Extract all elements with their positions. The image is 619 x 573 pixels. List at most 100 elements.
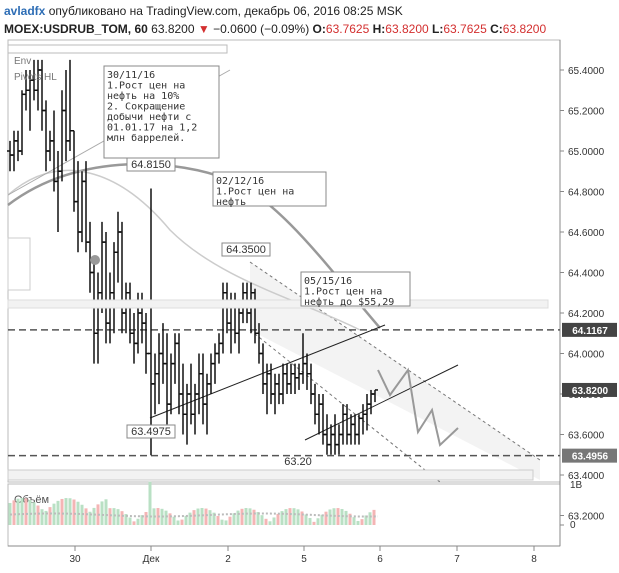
volume-bar	[236, 510, 240, 525]
y-tick-label: 63.2000	[568, 512, 605, 523]
volume-bar	[352, 517, 356, 525]
high-label: H:	[372, 22, 386, 36]
volume-bar	[256, 512, 260, 525]
y-tick-label: 64.8000	[568, 188, 605, 199]
annotation-05-15-line: нефть до $55,29	[304, 296, 394, 308]
indicator-box-top	[7, 44, 228, 54]
volume-bar	[112, 508, 116, 525]
volume-axis-zero: 0	[570, 520, 576, 531]
published-text: опубликовано на TradingView.com, декабрь…	[48, 4, 403, 18]
volume-bar	[344, 510, 348, 525]
low-label: L:	[432, 22, 444, 36]
annotation-30-11-line: млн баррелей.	[107, 132, 185, 144]
volume-bar	[132, 521, 136, 525]
volume-bar	[316, 518, 320, 525]
last-price: 63.8200	[151, 22, 195, 36]
volume-bar	[220, 519, 224, 525]
y-tick-label: 65.2000	[568, 107, 605, 118]
price-badge-text: 63.4956	[572, 452, 609, 463]
open-value: 63.7625	[325, 22, 370, 36]
volume-bar	[208, 510, 212, 525]
annotation-02-12-line: нефть	[216, 196, 246, 208]
volume-bar	[28, 499, 32, 525]
y-tick-label: 64.0000	[568, 350, 605, 361]
volume-bar	[180, 519, 184, 525]
volume-ma	[9, 512, 379, 518]
volume-bar	[248, 508, 252, 525]
volume-bar	[188, 512, 192, 525]
volume-bar	[240, 508, 244, 525]
volume-bar	[116, 509, 120, 525]
annotation-30-11-line: нефть на 10%	[107, 90, 179, 102]
volume-bar	[164, 510, 168, 525]
volume-bar	[120, 511, 124, 525]
pivot-marker	[90, 255, 100, 265]
x-tick-label: 5	[301, 554, 307, 565]
channel-lower-line	[249, 329, 441, 483]
low-value: 63.7625	[443, 22, 487, 36]
author-link[interactable]: avladfx	[4, 4, 46, 18]
volume-bar	[284, 509, 288, 525]
volume-bar	[364, 515, 368, 525]
volume-bar	[288, 508, 292, 525]
volume-bar	[300, 511, 304, 525]
volume-bar	[128, 517, 132, 525]
channel-shade	[250, 262, 540, 480]
annotation-05-15-box	[300, 271, 411, 307]
annotation-05-15-line: 1.Рост цен на	[304, 287, 382, 298]
volume-bar	[356, 520, 360, 525]
volume-bar	[168, 513, 172, 525]
volume-bar	[268, 521, 272, 525]
volume-bar	[292, 508, 296, 525]
annotation-05-15-line: 05/15/16	[304, 276, 352, 287]
x-tick-label: 2	[225, 554, 231, 565]
annotation-30-11-line: 01.01.17 на 1,2	[107, 123, 197, 134]
down-arrow-icon: ▼	[197, 22, 210, 36]
symbol-name: MOEX:USDRUB_TOM, 60	[4, 22, 148, 36]
volume-bar	[16, 498, 20, 525]
price-change: −0.0600 (−0.09%)	[213, 22, 310, 36]
volume-bar	[312, 521, 316, 525]
price-badge	[562, 322, 617, 337]
label-64-8150-box	[126, 157, 176, 172]
range-box	[7, 299, 549, 309]
x-tick-label: 30	[69, 554, 81, 565]
volume-bar	[252, 509, 256, 525]
label-63-4975-text: 63.4975	[131, 426, 171, 438]
y-tick-label: 65.0000	[568, 147, 605, 158]
indicator-box-side	[7, 237, 31, 291]
volume-bar	[184, 515, 188, 525]
volume-bar	[204, 508, 208, 525]
y-tick-label: 64.2000	[568, 309, 605, 320]
volume-bar	[216, 515, 220, 525]
y-tick-label: 64.4000	[568, 269, 605, 280]
x-tick-label: 8	[531, 554, 537, 565]
y-tick-label: 63.4000	[568, 471, 605, 482]
volume-bar	[272, 517, 276, 525]
volume-bar	[360, 519, 364, 525]
volume-bar	[224, 520, 228, 525]
volume-bar	[176, 520, 180, 525]
volume-bar	[172, 516, 176, 525]
volume-axis-top: 1B	[570, 480, 583, 491]
volume-bar	[12, 500, 16, 525]
y-tick-label: 63.6000	[568, 431, 605, 442]
volume-bar	[40, 509, 44, 525]
x-tick-label: 7	[454, 554, 460, 565]
volume-bar	[124, 514, 128, 525]
label-63-4975-box	[126, 424, 176, 439]
volume-bar	[44, 510, 48, 525]
volume-bar	[328, 509, 332, 525]
volume-bar	[64, 498, 68, 525]
volume-bar	[108, 508, 112, 525]
volume-bar	[200, 508, 204, 525]
annotation-02-12-box	[212, 171, 327, 207]
volume-bar	[88, 511, 92, 525]
x-tick-label: 6	[377, 554, 383, 565]
x-tick-label: Дек	[143, 554, 160, 565]
volume-bar	[136, 518, 140, 525]
volume-bar	[296, 509, 300, 525]
open-label: O:	[312, 22, 326, 36]
